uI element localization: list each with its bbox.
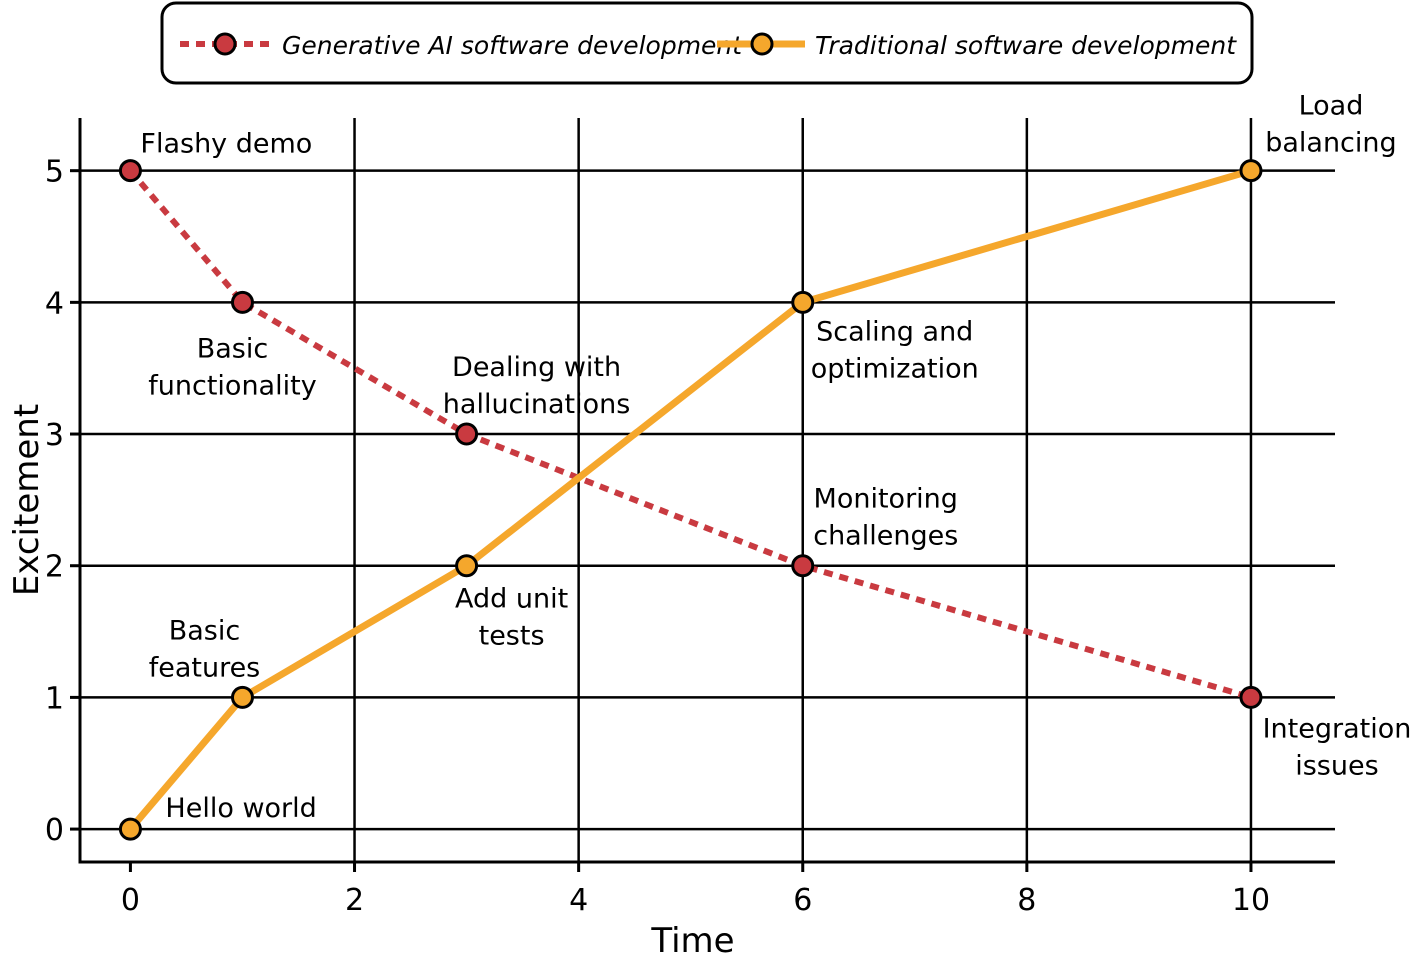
series-0-point-0 bbox=[118, 159, 142, 183]
axis-lines bbox=[78, 118, 1335, 864]
series-line-1 bbox=[127, 167, 1252, 832]
legend: Generative AI software development Tradi… bbox=[160, 1, 1254, 85]
grid bbox=[80, 118, 1335, 862]
series-1-point-2 bbox=[455, 554, 479, 578]
legend-label-generative: Generative AI software development bbox=[282, 31, 743, 60]
axes: 0 2 4 6 8 10 0 1 2 3 4 5 bbox=[45, 118, 1335, 918]
annotation-series-0-point-0-line-0: Flashy demo bbox=[140, 129, 312, 160]
annotation-series-1-point-4-line-1: balancing bbox=[1265, 128, 1396, 159]
annotation-series-1-point-0-line-0: Hello world bbox=[165, 793, 316, 824]
legend-box bbox=[160, 1, 1254, 85]
y-axis-title: Excitement bbox=[7, 404, 47, 596]
annotation-series-0-point-3-line-0: Monitoring bbox=[814, 484, 958, 515]
series-layer bbox=[118, 159, 1263, 841]
annotation-series-1-point-4-line-0: Load bbox=[1299, 91, 1364, 122]
series-1-point-0 bbox=[118, 817, 142, 841]
annotation-series-0-point-1-line-0: Basic bbox=[197, 333, 268, 364]
series-1-point-4 bbox=[1239, 159, 1263, 183]
y-tick-label-2: 2 bbox=[45, 550, 64, 585]
annotation-series-0-point-4-line-0: Integration bbox=[1263, 713, 1412, 744]
y-tick-label-1: 1 bbox=[45, 681, 64, 716]
annotation-series-1-point-2-line-0: Add unit bbox=[455, 584, 568, 615]
annotation-series-0-point-3-line-1: challenges bbox=[813, 521, 958, 552]
series-0-point-1 bbox=[230, 290, 254, 314]
annotation-series-1-point-1-line-1: features bbox=[149, 652, 261, 683]
legend-swatch-generative-marker bbox=[213, 32, 237, 56]
x-tick-label-6: 6 bbox=[793, 883, 812, 918]
legend-label-traditional: Traditional software development bbox=[815, 31, 1237, 60]
annotation-series-0-point-1-line-1: functionality bbox=[148, 370, 316, 401]
x-tick-label-2: 2 bbox=[345, 883, 364, 918]
x-tick-label-0: 0 bbox=[121, 883, 140, 918]
y-tick-label-3: 3 bbox=[45, 418, 64, 453]
annotation-series-0-point-4-line-1: issues bbox=[1295, 750, 1378, 781]
x-tick-label-4: 4 bbox=[569, 883, 588, 918]
annotation-series-1-point-3-line-0: Scaling and bbox=[816, 316, 973, 347]
series-0-point-2 bbox=[455, 422, 479, 446]
series-0-point-3 bbox=[791, 554, 815, 578]
series-1-point-1 bbox=[230, 685, 254, 709]
y-tick-label-4: 4 bbox=[45, 286, 64, 321]
x-tick-label-10: 10 bbox=[1232, 883, 1270, 918]
x-tick-label-8: 8 bbox=[1017, 883, 1036, 918]
series-1-point-3 bbox=[791, 290, 815, 314]
x-axis-title: Time bbox=[650, 921, 734, 961]
annotation-series-1-point-1-line-0: Basic bbox=[169, 615, 240, 646]
series-0-point-4 bbox=[1239, 685, 1263, 709]
legend-swatch-traditional-marker bbox=[750, 32, 774, 56]
annotation-series-0-point-2-line-1: hallucinations bbox=[443, 389, 631, 420]
point-annotations: Flashy demo Basic functionality Dealing wit… bbox=[140, 91, 1411, 824]
y-tick-label-5: 5 bbox=[45, 155, 64, 190]
annotation-series-1-point-2-line-1: tests bbox=[479, 621, 545, 652]
annotation-series-1-point-3-line-1: optimization bbox=[811, 353, 979, 384]
y-tick-label-0: 0 bbox=[45, 813, 64, 848]
annotation-series-0-point-2-line-0: Dealing with bbox=[452, 352, 621, 383]
